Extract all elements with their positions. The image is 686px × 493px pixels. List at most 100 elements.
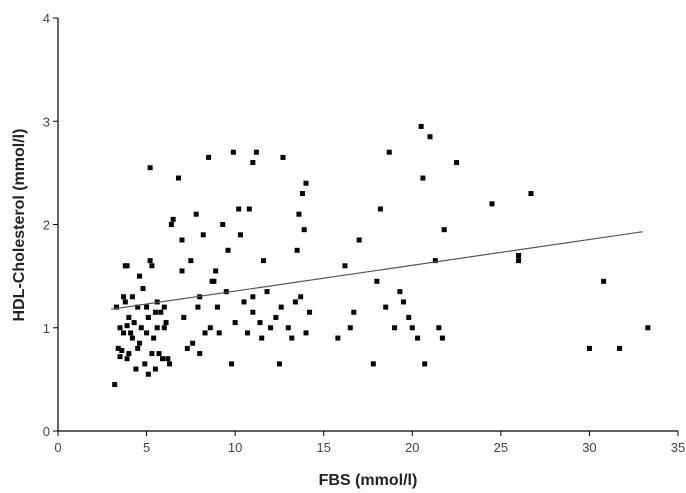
data-point — [401, 299, 406, 304]
data-point — [180, 237, 185, 242]
data-point — [617, 346, 622, 351]
data-point — [247, 207, 252, 212]
data-point — [645, 325, 650, 330]
data-point — [121, 330, 126, 335]
data-point — [141, 286, 146, 291]
data-points — [112, 124, 650, 387]
data-point — [307, 310, 312, 315]
data-point — [137, 274, 142, 279]
data-point — [130, 294, 135, 299]
data-point — [137, 341, 142, 346]
data-point — [420, 176, 425, 181]
data-point — [149, 263, 154, 268]
data-point — [378, 207, 383, 212]
data-point — [156, 351, 161, 356]
data-point — [158, 310, 163, 315]
data-point — [153, 367, 158, 372]
data-point — [190, 341, 195, 346]
data-point — [165, 356, 170, 361]
data-point — [357, 237, 362, 242]
data-point — [268, 325, 273, 330]
data-point — [245, 330, 250, 335]
data-point — [516, 253, 521, 258]
data-point — [348, 325, 353, 330]
data-point — [146, 315, 151, 320]
data-point — [197, 351, 202, 356]
data-point — [259, 336, 264, 341]
data-point — [153, 310, 158, 315]
data-point — [410, 325, 415, 330]
data-point — [126, 351, 131, 356]
data-point — [335, 336, 340, 341]
data-point — [233, 320, 238, 325]
data-point — [160, 356, 165, 361]
data-point — [201, 232, 206, 237]
data-point — [371, 361, 376, 366]
data-point — [146, 372, 151, 377]
data-point — [392, 325, 397, 330]
data-point — [383, 305, 388, 310]
data-point — [171, 217, 176, 222]
data-point — [125, 263, 130, 268]
data-point — [300, 191, 305, 196]
data-point — [406, 315, 411, 320]
data-point — [148, 165, 153, 170]
data-point — [176, 176, 181, 181]
data-point — [236, 207, 241, 212]
data-point — [203, 330, 208, 335]
data-point — [422, 361, 427, 366]
data-point — [490, 201, 495, 206]
data-point — [126, 315, 131, 320]
x-tick-label: 25 — [494, 440, 508, 455]
x-tick-label: 15 — [316, 440, 330, 455]
data-point — [516, 258, 521, 263]
data-point — [220, 222, 225, 227]
x-tick-label: 0 — [54, 440, 61, 455]
data-point — [125, 323, 130, 328]
data-point — [601, 279, 606, 284]
data-point — [135, 346, 140, 351]
data-point — [139, 325, 144, 330]
axes — [58, 18, 678, 431]
data-point — [144, 305, 149, 310]
data-point — [194, 212, 199, 217]
data-point — [181, 315, 186, 320]
data-point — [144, 330, 149, 335]
x-tick-label: 30 — [582, 440, 596, 455]
data-point — [112, 382, 117, 387]
data-point — [215, 305, 220, 310]
tick-labels: 0 5 10 15 20 25 30 35 0 1 2 3 4 — [43, 11, 685, 455]
x-tick-label: 35 — [671, 440, 685, 455]
data-point — [374, 279, 379, 284]
data-point — [250, 294, 255, 299]
data-point — [304, 181, 309, 186]
data-point — [295, 248, 300, 253]
data-point — [238, 232, 243, 237]
y-tick-label: 1 — [43, 321, 50, 336]
y-tick-label: 3 — [43, 114, 50, 129]
data-point — [231, 150, 236, 155]
data-point — [415, 336, 420, 341]
data-point — [208, 325, 213, 330]
data-point — [397, 289, 402, 294]
x-axis-title: FBS (mmol/l) — [319, 472, 418, 489]
data-point — [298, 294, 303, 299]
data-point — [118, 325, 123, 330]
data-point — [130, 336, 135, 341]
data-point — [436, 325, 441, 330]
data-point — [162, 325, 167, 330]
data-point — [226, 248, 231, 253]
data-point — [213, 268, 218, 273]
data-point — [279, 305, 284, 310]
data-point — [265, 289, 270, 294]
y-axis-title: HDL-Cholesterol (mmol/l) — [11, 129, 28, 322]
data-point — [210, 279, 215, 284]
data-point — [280, 155, 285, 160]
data-point — [164, 320, 169, 325]
data-point — [254, 150, 259, 155]
x-tick-label: 10 — [228, 440, 242, 455]
data-point — [302, 227, 307, 232]
data-point — [133, 367, 138, 372]
data-point — [142, 361, 147, 366]
data-point — [277, 361, 282, 366]
